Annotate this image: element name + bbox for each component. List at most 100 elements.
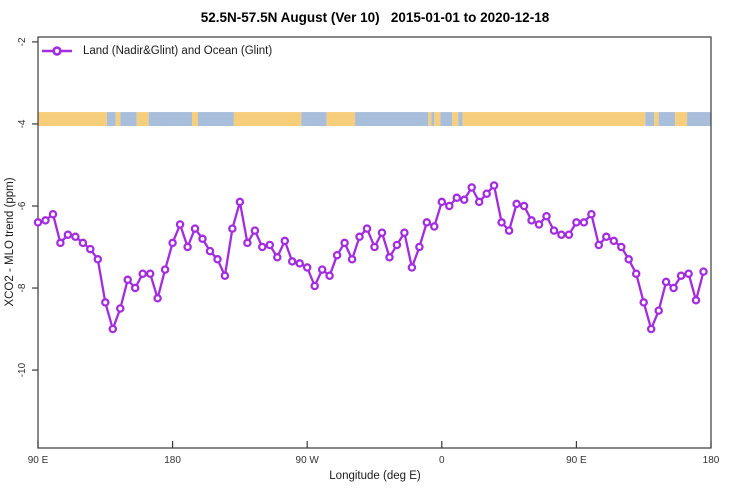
data-point-marker xyxy=(504,226,514,235)
data-point-marker xyxy=(347,255,357,264)
data-point-marker xyxy=(93,255,103,264)
band-segment-ocean xyxy=(458,112,463,127)
x-tick-label: 0 xyxy=(439,455,445,466)
band-segment-ocean xyxy=(440,112,453,127)
data-point-marker xyxy=(213,255,222,264)
band-segment-land xyxy=(326,112,356,127)
data-point-marker xyxy=(587,209,596,219)
band-segment-land xyxy=(462,112,646,127)
legend-line-marker-icon xyxy=(42,46,72,56)
data-point-marker xyxy=(71,232,80,242)
y-tick-label: -10 xyxy=(17,362,28,377)
band-segment-land xyxy=(428,112,432,127)
data-point-marker xyxy=(355,232,364,242)
data-point-marker xyxy=(325,271,334,280)
data-point-marker xyxy=(534,220,544,229)
y-tick-label: -2 xyxy=(17,37,28,46)
x-tick-label: 180 xyxy=(164,455,181,466)
data-point-marker xyxy=(467,183,476,192)
data-point-marker xyxy=(273,253,282,262)
data-point-marker xyxy=(138,269,147,278)
x-tick-label: 90 W xyxy=(296,455,320,466)
data-point-marker xyxy=(489,181,499,190)
data-point-marker xyxy=(400,228,409,237)
data-point-marker xyxy=(250,226,260,235)
band-segment-land xyxy=(452,112,459,127)
band-segment-land xyxy=(192,112,199,127)
band-segment-land xyxy=(654,112,659,127)
y-tick-label: -6 xyxy=(17,201,28,210)
data-point-marker xyxy=(235,197,245,207)
data-point-marker xyxy=(310,281,319,291)
data-point-marker xyxy=(362,224,372,233)
x-axis-ticks: 90 E 180 90 W 0 90 E 180 xyxy=(28,441,720,466)
data-point-marker xyxy=(48,209,58,219)
band-segment-land xyxy=(233,112,302,127)
y-axis-title: XCO2 - MLO trend (ppm) xyxy=(4,177,16,307)
data-point-marker xyxy=(609,236,619,246)
data-point-marker xyxy=(183,242,192,252)
band-segment-ocean xyxy=(658,112,676,127)
data-point-marker xyxy=(542,211,551,221)
data-point-marker xyxy=(370,242,379,252)
data-point-marker xyxy=(243,238,252,248)
band-segment-land xyxy=(115,112,121,127)
data-point-marker xyxy=(302,263,312,272)
data-point-marker xyxy=(497,218,506,227)
data-point-marker xyxy=(407,263,417,272)
data-point-marker xyxy=(661,277,671,287)
data-point-marker xyxy=(617,242,626,252)
data-point-marker xyxy=(385,253,394,262)
data-point-marker xyxy=(572,218,581,227)
data-point-marker xyxy=(631,269,641,278)
data-point-marker xyxy=(437,197,447,207)
legend-label: Land (Nadir&Glint) and Ocean (Glint) xyxy=(83,45,273,57)
data-point-marker xyxy=(265,240,275,250)
y-tick-label: -8 xyxy=(17,283,28,292)
x-axis-title: Longitude (deg E) xyxy=(329,470,421,482)
data-point-marker xyxy=(519,201,529,211)
data-point-marker xyxy=(116,304,125,313)
data-point-marker xyxy=(340,238,349,248)
plot-frame xyxy=(37,36,712,449)
data-point-marker xyxy=(549,226,559,235)
data-point-marker xyxy=(624,255,633,264)
legend: Land (Nadir&Glint) and Ocean (Glint) xyxy=(41,45,272,57)
data-point-marker xyxy=(482,189,491,198)
data-point-marker xyxy=(86,244,95,254)
data-point-marker xyxy=(78,238,88,248)
band-segment-land xyxy=(38,112,107,127)
data-point-marker xyxy=(63,230,73,239)
surface-type-band xyxy=(38,112,711,127)
data-point-marker xyxy=(579,218,589,227)
data-point-marker xyxy=(33,218,43,227)
band-segment-ocean xyxy=(120,112,137,127)
data-point-marker xyxy=(699,267,708,276)
band-segment-ocean xyxy=(301,112,327,127)
data-point-marker xyxy=(153,294,162,303)
data-line xyxy=(37,184,705,331)
data-point-marker xyxy=(669,283,678,293)
data-point-marker xyxy=(190,224,200,233)
data-point-marker xyxy=(445,201,454,211)
band-segment-land xyxy=(136,112,149,127)
data-point-marker xyxy=(101,298,110,307)
x-tick-label: 90 E xyxy=(28,455,49,466)
band-segment-ocean xyxy=(148,112,193,127)
data-point-marker xyxy=(654,306,663,315)
data-point-marker xyxy=(198,234,207,244)
data-point-marker xyxy=(130,283,140,293)
data-point-marker xyxy=(691,296,701,305)
y-tick-label: -4 xyxy=(17,119,28,128)
data-point-marker xyxy=(123,275,132,285)
data-point-marker xyxy=(564,230,574,239)
data-markers xyxy=(33,181,708,334)
data-point-marker xyxy=(175,220,185,229)
band-segment-ocean xyxy=(687,112,711,127)
data-point-marker xyxy=(684,269,693,278)
x-tick-label: 90 E xyxy=(566,455,587,466)
data-point-marker xyxy=(676,271,686,280)
data-point-marker xyxy=(415,242,424,252)
